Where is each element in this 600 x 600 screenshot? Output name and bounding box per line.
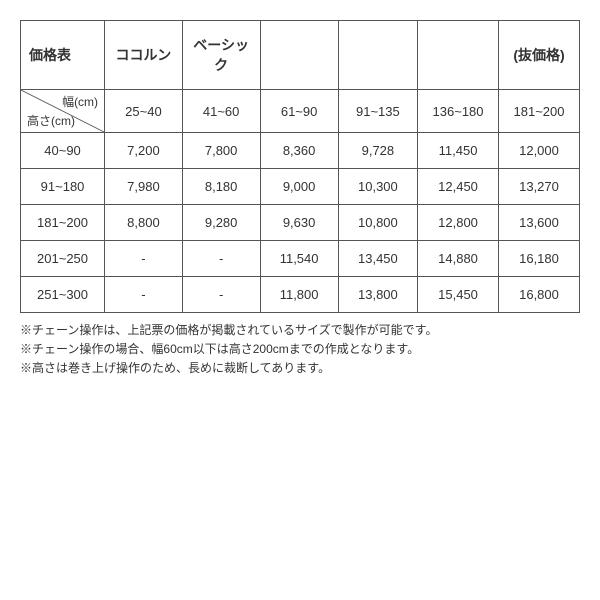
subtitle-1: ココルン (105, 21, 183, 90)
price-cell: 12,800 (418, 205, 499, 241)
title-row: 価格表 ココルン ベーシック (抜価格) (21, 21, 580, 90)
table-row: 91~180 7,980 8,180 9,000 10,300 12,450 1… (21, 169, 580, 205)
price-note: (抜価格) (499, 21, 580, 90)
price-cell: 12,000 (499, 133, 580, 169)
table-row: 40~90 7,200 7,800 8,360 9,728 11,450 12,… (21, 133, 580, 169)
price-cell: - (182, 241, 260, 277)
price-cell: 10,800 (338, 205, 417, 241)
price-cell: 13,270 (499, 169, 580, 205)
height-range: 181~200 (21, 205, 105, 241)
price-cell: 14,880 (418, 241, 499, 277)
width-range: 25~40 (105, 90, 183, 133)
price-cell: 9,728 (338, 133, 417, 169)
width-range: 41~60 (182, 90, 260, 133)
price-cell: 16,800 (499, 277, 580, 313)
note-line: ※チェーン操作は、上記票の価格が掲載されているサイズで製作が可能です。 (20, 321, 580, 340)
table-title: 価格表 (21, 21, 105, 90)
price-cell: 11,800 (260, 277, 338, 313)
empty-header (338, 21, 417, 90)
price-table: 価格表 ココルン ベーシック (抜価格) 幅(cm) 高さ(cm) 25~40 … (20, 20, 580, 313)
subtitle-2: ベーシック (182, 21, 260, 90)
price-cell: 8,360 (260, 133, 338, 169)
height-range: 40~90 (21, 133, 105, 169)
price-cell: 8,800 (105, 205, 183, 241)
width-range: 61~90 (260, 90, 338, 133)
diag-width-label: 幅(cm) (62, 93, 98, 110)
width-range: 91~135 (338, 90, 417, 133)
price-cell: 9,280 (182, 205, 260, 241)
height-range: 201~250 (21, 241, 105, 277)
note-line: ※チェーン操作の場合、幅60cm以下は高さ200cmまでの作成となります。 (20, 340, 580, 359)
price-cell: 11,450 (418, 133, 499, 169)
height-range: 91~180 (21, 169, 105, 205)
price-cell: - (105, 277, 183, 313)
price-cell: 7,800 (182, 133, 260, 169)
price-cell: 13,600 (499, 205, 580, 241)
price-cell: 15,450 (418, 277, 499, 313)
price-cell: - (105, 241, 183, 277)
price-cell: 10,300 (338, 169, 417, 205)
price-cell: 7,980 (105, 169, 183, 205)
price-cell: - (182, 277, 260, 313)
note-line: ※高さは巻き上げ操作のため、長めに裁断してあります。 (20, 359, 580, 378)
table-row: 181~200 8,800 9,280 9,630 10,800 12,800 … (21, 205, 580, 241)
price-cell: 16,180 (499, 241, 580, 277)
price-cell: 9,630 (260, 205, 338, 241)
price-cell: 7,200 (105, 133, 183, 169)
price-cell: 8,180 (182, 169, 260, 205)
table-row: 251~300 - - 11,800 13,800 15,450 16,800 (21, 277, 580, 313)
price-cell: 13,800 (338, 277, 417, 313)
table-row: 201~250 - - 11,540 13,450 14,880 16,180 (21, 241, 580, 277)
width-range: 136~180 (418, 90, 499, 133)
price-cell: 9,000 (260, 169, 338, 205)
diagonal-header: 幅(cm) 高さ(cm) (21, 90, 105, 133)
notes-block: ※チェーン操作は、上記票の価格が掲載されているサイズで製作が可能です。 ※チェー… (20, 321, 580, 379)
diag-height-label: 高さ(cm) (27, 112, 75, 129)
empty-header (418, 21, 499, 90)
width-header-row: 幅(cm) 高さ(cm) 25~40 41~60 61~90 91~135 13… (21, 90, 580, 133)
empty-header (260, 21, 338, 90)
width-range: 181~200 (499, 90, 580, 133)
price-cell: 12,450 (418, 169, 499, 205)
height-range: 251~300 (21, 277, 105, 313)
price-cell: 13,450 (338, 241, 417, 277)
price-cell: 11,540 (260, 241, 338, 277)
